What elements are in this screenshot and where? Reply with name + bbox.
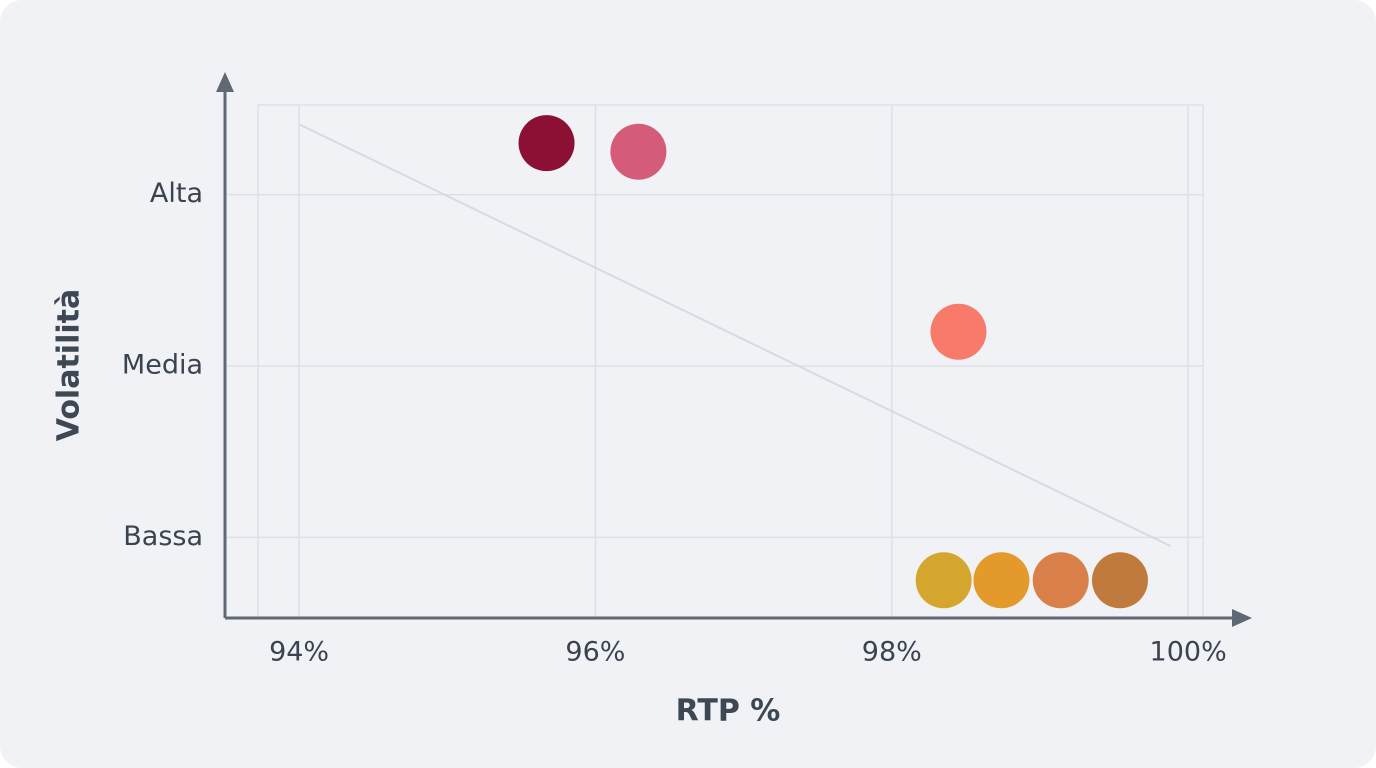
y-tick-label: Alta: [150, 178, 203, 209]
x-tick-label: 96%: [565, 637, 625, 668]
trend-line: [298, 123, 1171, 547]
point: [610, 123, 667, 180]
point: [518, 115, 575, 172]
point: [930, 303, 987, 360]
x-axis-arrow: [1232, 609, 1252, 627]
y-tick-label: Media: [122, 350, 203, 381]
point: [915, 552, 972, 609]
y-tick-label: Bassa: [123, 521, 203, 552]
x-tick-label: 94%: [269, 637, 329, 668]
x-axis-title: RTP %: [676, 694, 781, 729]
point: [973, 552, 1030, 609]
x-tick-label: 98%: [862, 637, 922, 668]
point: [1032, 552, 1089, 609]
y-axis-arrow: [216, 72, 234, 92]
point: [1091, 552, 1148, 609]
x-tick-label: 100%: [1150, 637, 1227, 668]
y-axis-title: Volatilità: [52, 289, 87, 442]
